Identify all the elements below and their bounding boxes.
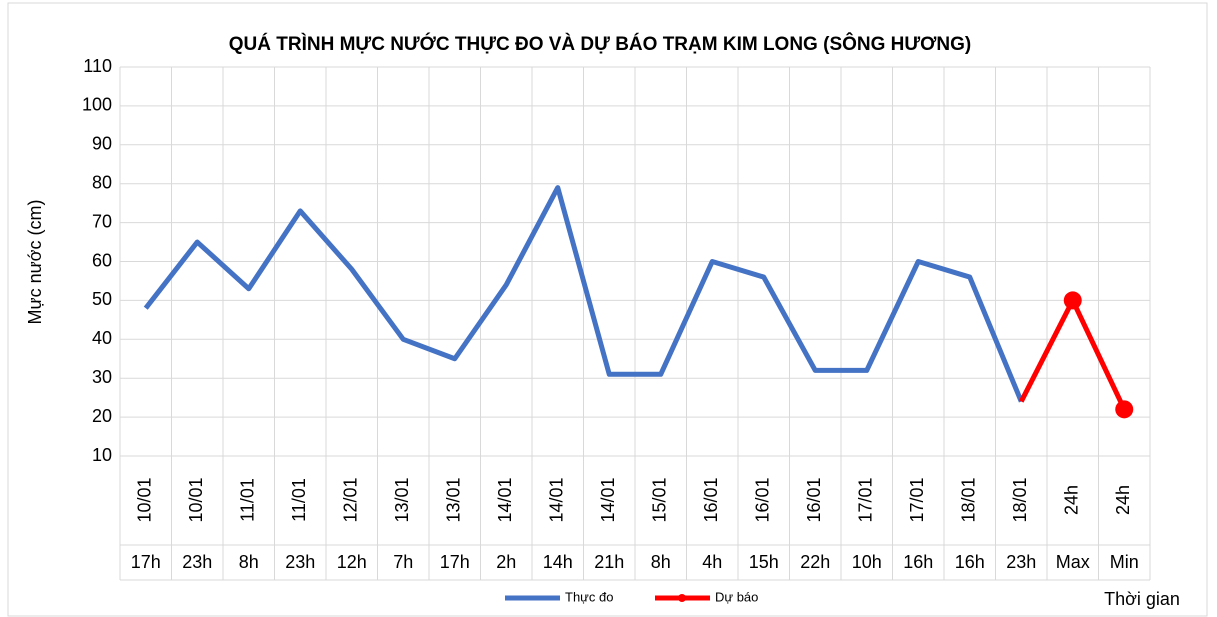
x-time-label: 23h bbox=[285, 552, 315, 572]
y-tick-label: 10 bbox=[92, 445, 112, 465]
x-time-label: 7h bbox=[393, 552, 413, 572]
y-tick-label: 90 bbox=[92, 134, 112, 154]
x-time-label: 23h bbox=[1006, 552, 1036, 572]
x-time-label: 2h bbox=[496, 552, 516, 572]
x-tick-label: 24h bbox=[1062, 485, 1082, 515]
y-tick-label: 100 bbox=[82, 95, 112, 115]
series-marker bbox=[1063, 291, 1082, 310]
x-tick-label: 14/01 bbox=[547, 477, 567, 522]
x-tick-label: 24h bbox=[1113, 485, 1133, 515]
x-time-label: 8h bbox=[651, 552, 671, 572]
x-time-label: 22h bbox=[800, 552, 830, 572]
x-tick-label: 12/01 bbox=[341, 477, 361, 522]
x-tick-label: 17/01 bbox=[907, 477, 927, 522]
y-tick-label: 30 bbox=[92, 367, 112, 387]
y-axis-label: Mực nước (cm) bbox=[25, 200, 45, 325]
chart-border bbox=[7, 2, 1208, 617]
x-time-label: 16h bbox=[903, 552, 933, 572]
x-tick-label: 10/01 bbox=[186, 477, 206, 522]
x-tick-label: 13/01 bbox=[392, 477, 412, 522]
x-time-label: 10h bbox=[852, 552, 882, 572]
series-line bbox=[143, 185, 1024, 403]
x-tick-label: 18/01 bbox=[959, 477, 979, 522]
x-tick-label: 18/01 bbox=[1010, 477, 1030, 522]
x-time-label: 17h bbox=[440, 552, 470, 572]
y-tick-label: 70 bbox=[92, 211, 112, 231]
x-tick-label: 14/01 bbox=[598, 477, 618, 522]
x-tick-label: 13/01 bbox=[444, 477, 464, 522]
x-time-label: 23h bbox=[182, 552, 212, 572]
x-time-label: 21h bbox=[594, 552, 624, 572]
x-tick-label: 15/01 bbox=[650, 477, 670, 522]
x-time-label: 12h bbox=[337, 552, 367, 572]
x-time-label: 14h bbox=[543, 552, 573, 572]
x-axis-label: Thời gian bbox=[1104, 589, 1180, 609]
x-tick-label: 16/01 bbox=[701, 477, 721, 522]
chart-title: QUÁ TRÌNH MỰC NƯỚC THỰC ĐO VÀ DỰ BÁO TRẠ… bbox=[229, 33, 971, 55]
x-tick-label: 17/01 bbox=[856, 477, 876, 522]
y-tick-label: 60 bbox=[92, 250, 112, 270]
x-tick-label: 16/01 bbox=[753, 477, 773, 522]
legend-label: Dự báo bbox=[715, 589, 758, 604]
y-tick-label: 40 bbox=[92, 328, 112, 348]
legend-marker bbox=[678, 594, 686, 602]
x-tick-label: 11/01 bbox=[238, 478, 258, 522]
x-tick-label: 10/01 bbox=[135, 477, 155, 522]
y-tick-label: 20 bbox=[92, 406, 112, 426]
x-time-label: 15h bbox=[749, 552, 779, 572]
legend-label: Thực đo bbox=[565, 589, 613, 604]
x-time-label: 17h bbox=[131, 552, 161, 572]
x-time-label: 8h bbox=[239, 552, 259, 572]
x-time-label: 4h bbox=[702, 552, 722, 572]
x-time-label: Min bbox=[1110, 552, 1139, 572]
y-tick-label: 110 bbox=[83, 56, 112, 76]
x-tick-label: 11/01 bbox=[289, 478, 309, 522]
y-tick-label: 50 bbox=[92, 289, 112, 309]
x-time-label: 16h bbox=[955, 552, 985, 572]
series-marker bbox=[1115, 400, 1134, 419]
y-tick-label: 80 bbox=[92, 172, 112, 192]
x-time-label: Max bbox=[1056, 552, 1090, 572]
x-tick-label: 14/01 bbox=[495, 477, 515, 522]
x-tick-label: 16/01 bbox=[804, 477, 824, 522]
